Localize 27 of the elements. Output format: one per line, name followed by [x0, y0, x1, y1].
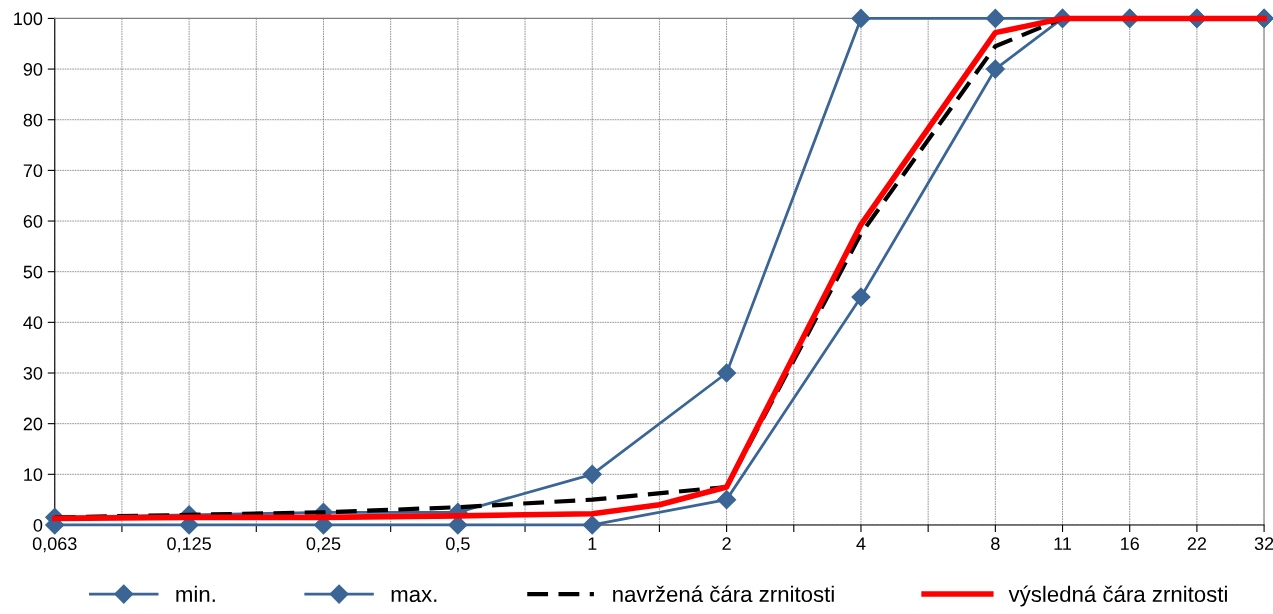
legend-label: navržená čára zrnitosti	[613, 585, 834, 603]
x-tick-label: 0,5	[446, 537, 470, 553]
x-tick-label: 22	[1187, 537, 1207, 550]
y-tick-label: 90	[23, 63, 43, 76]
y-tick-label: 20	[23, 417, 43, 431]
x-tick-label: 16	[1121, 537, 1139, 551]
x-tick-label: 1	[588, 537, 597, 550]
y-tick-label: 70	[23, 164, 43, 178]
y-tick-label: 10	[24, 468, 43, 482]
legend-label: max.	[391, 589, 437, 603]
legend-label: min.	[176, 585, 215, 602]
x-tick-label: 0,25	[306, 537, 341, 553]
x-tick-label: 4	[856, 537, 866, 550]
x-tick-label: 11	[1054, 537, 1072, 550]
y-tick-label: 80	[23, 113, 43, 127]
x-tick-label: 0,063	[32, 537, 77, 553]
legend-label: výsledná čára zrnitosti	[1008, 585, 1227, 607]
x-tick-label: 2	[722, 537, 731, 550]
x-tick-label: 8	[991, 537, 1000, 551]
x-tick-label: 32	[1254, 537, 1273, 551]
y-tick-label: 40	[23, 316, 43, 330]
y-tick-label: 100	[14, 12, 43, 26]
x-tick-label: 0,125	[167, 537, 211, 553]
y-tick-label: 0	[33, 518, 43, 532]
y-tick-label: 60	[23, 214, 43, 228]
y-tick-label: 50	[23, 265, 43, 279]
y-tick-label: 30	[23, 366, 43, 380]
